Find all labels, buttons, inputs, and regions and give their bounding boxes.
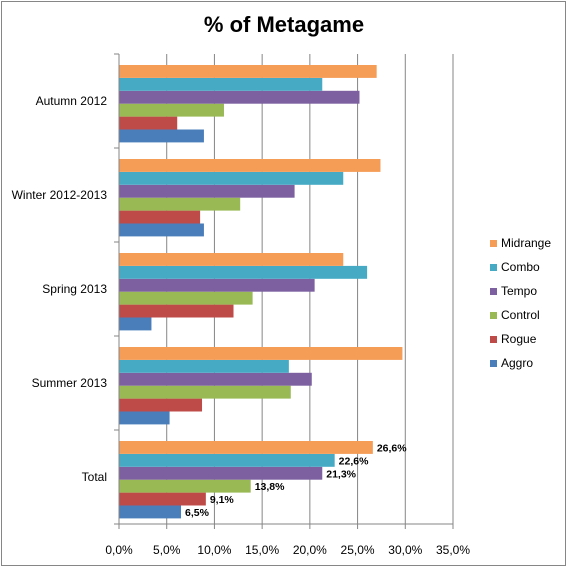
bar-tempo (119, 90, 360, 104)
bar-rogue (119, 492, 206, 506)
bar-midrange (119, 159, 381, 172)
legend-swatch (490, 312, 497, 319)
bars (119, 65, 403, 519)
legend-swatch (490, 336, 497, 343)
bar-midrange (119, 347, 403, 360)
x-tick-label: 25,0% (341, 543, 375, 557)
x-tick-label: 35,0% (436, 543, 470, 557)
bar-control (119, 479, 251, 493)
data-label: 13,8% (255, 481, 285, 493)
bar-midrange (119, 441, 373, 454)
x-tick-label: 30,0% (388, 543, 422, 557)
bar-control (119, 291, 253, 305)
category-label: Total (82, 470, 107, 484)
data-label: 21,3% (326, 468, 356, 480)
data-labels: 6,5%9,1% 13,8% 21,3%22,6% 26,6% (185, 442, 407, 519)
legend-swatch (490, 360, 497, 367)
bar-aggro (119, 223, 204, 237)
x-tick-label: 10,0% (197, 543, 231, 557)
legend-label: Combo (501, 260, 540, 274)
legend-label: Rogue (501, 332, 537, 346)
axes (114, 53, 454, 529)
legend-label: Aggro (501, 356, 533, 370)
bar-rogue (119, 210, 201, 224)
bar-aggro (119, 317, 152, 331)
bar-aggro (119, 411, 170, 425)
legend-label: Control (501, 308, 540, 322)
category-label: Spring 2013 (42, 282, 107, 296)
bar-combo (119, 359, 289, 373)
x-tick-label: 20,0% (293, 543, 327, 557)
legend-label: Midrange (501, 236, 551, 250)
legend-swatch (490, 240, 497, 247)
category-label: Autumn 2012 (36, 94, 108, 108)
bar-midrange (119, 65, 377, 78)
bar-midrange (119, 253, 344, 266)
bar-combo (119, 453, 335, 467)
bar-aggro (119, 129, 204, 143)
category-labels: Autumn 2012 Winter 2012-2013 Spring 2013 Su… (12, 94, 108, 484)
category-label: Summer 2013 (32, 376, 108, 390)
legend-label: Tempo (501, 284, 537, 298)
data-label: 26,6% (377, 442, 407, 454)
x-tick-label: 15,0% (245, 543, 279, 557)
category-label: Winter 2012-2013 (12, 188, 108, 202)
bar-rogue (119, 116, 178, 130)
bar-control (119, 385, 291, 399)
bar-tempo (119, 278, 315, 292)
bar-combo (119, 77, 323, 91)
bar-tempo (119, 466, 323, 480)
x-tick-labels: 0,0% 5,0% 10,0% 15,0% 20,0% 25,0% 30,0% 35,0% (105, 543, 470, 557)
data-label: 9,1% (210, 494, 235, 506)
bar-aggro (119, 505, 182, 519)
legend: Midrange Combo Tempo Control Rogue Aggro (490, 236, 551, 370)
bar-rogue (119, 398, 203, 412)
bar-tempo (119, 372, 312, 386)
chart-title: % of Metagame (204, 12, 364, 37)
legend-swatch (490, 264, 497, 271)
bar-rogue (119, 304, 234, 318)
data-label: 22,6% (339, 455, 369, 467)
bar-control (119, 197, 241, 211)
bar-control (119, 103, 224, 117)
bar-tempo (119, 184, 295, 198)
bar-combo (119, 265, 368, 279)
data-label: 6,5% (185, 507, 210, 519)
legend-swatch (490, 288, 497, 295)
bar-combo (119, 171, 344, 185)
x-tick-label: 5,0% (153, 543, 181, 557)
x-tick-label: 0,0% (105, 543, 133, 557)
